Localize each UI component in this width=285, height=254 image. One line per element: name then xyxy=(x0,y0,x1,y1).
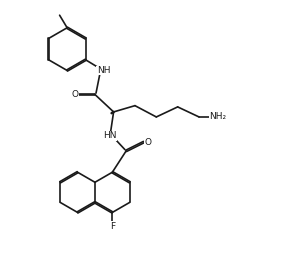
Text: HN: HN xyxy=(103,131,117,140)
Text: O: O xyxy=(71,90,78,99)
Text: O: O xyxy=(144,138,151,147)
Text: NH₂: NH₂ xyxy=(209,113,226,121)
Text: NH: NH xyxy=(97,66,110,75)
Text: F: F xyxy=(110,222,115,231)
